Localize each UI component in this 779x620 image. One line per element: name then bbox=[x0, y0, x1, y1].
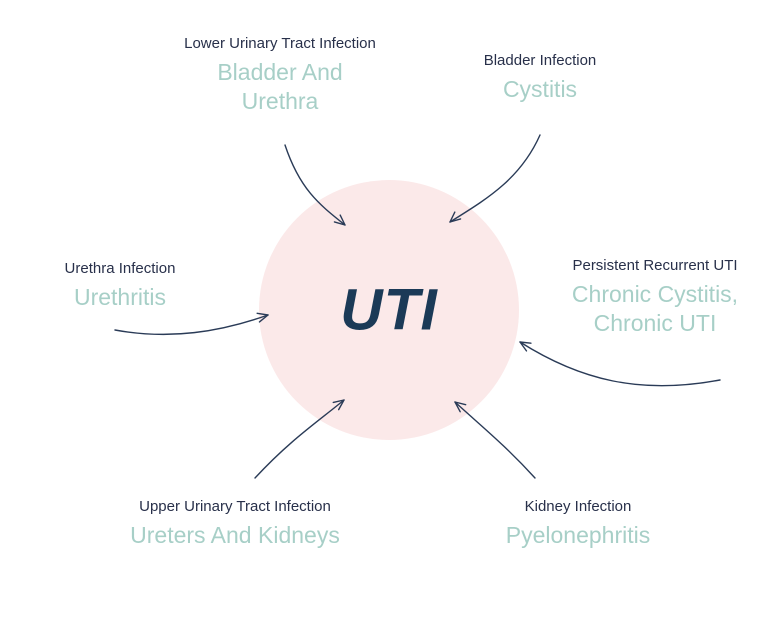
node-upper-urinary-tract: Upper Urinary Tract Infection Ureters An… bbox=[100, 498, 370, 550]
node-eyebrow: Urethra Infection bbox=[30, 260, 210, 279]
node-bladder-infection: Bladder Infection Cystitis bbox=[440, 52, 640, 104]
node-title: Pyelonephritis bbox=[478, 521, 678, 550]
node-title: Urethritis bbox=[30, 283, 210, 312]
node-eyebrow: Upper Urinary Tract Infection bbox=[100, 498, 370, 517]
node-kidney-infection: Kidney Infection Pyelonephritis bbox=[478, 498, 678, 550]
node-title: Chronic Cystitis,Chronic UTI bbox=[540, 280, 770, 338]
node-urethra-infection: Urethra Infection Urethritis bbox=[30, 260, 210, 312]
node-eyebrow: Lower Urinary Tract Infection bbox=[150, 35, 410, 54]
node-eyebrow: Persistent Recurrent UTI bbox=[540, 257, 770, 276]
node-eyebrow: Bladder Infection bbox=[440, 52, 640, 71]
node-eyebrow: Kidney Infection bbox=[478, 498, 678, 517]
diagram-stage: UTI Lower Urinary Tract Infection Bladde… bbox=[0, 0, 779, 620]
node-persistent-recurrent: Persistent Recurrent UTI Chronic Cystiti… bbox=[540, 257, 770, 337]
node-title: Ureters And Kidneys bbox=[100, 521, 370, 550]
node-title: Bladder AndUrethra bbox=[150, 58, 410, 116]
center-label: UTI bbox=[340, 277, 438, 344]
node-lower-urinary-tract: Lower Urinary Tract Infection Bladder An… bbox=[150, 35, 410, 115]
node-title: Cystitis bbox=[440, 75, 640, 104]
